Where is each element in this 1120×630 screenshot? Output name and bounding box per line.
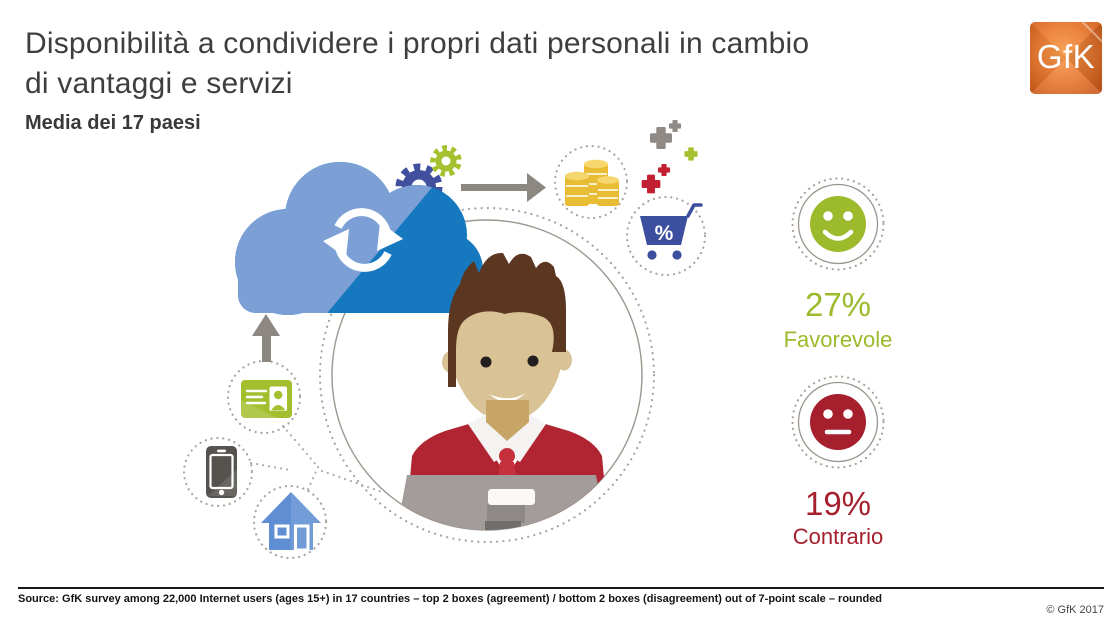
house-icon: [261, 492, 321, 552]
tie-knot: [499, 448, 515, 464]
cloud-icon: [235, 162, 483, 315]
smiley-happy-icon: [791, 177, 885, 271]
id-card-icon: [241, 380, 292, 418]
sync-icon: [323, 208, 403, 272]
title-line-2: di vantaggi e servizi: [25, 67, 293, 100]
shopping-cart-icon: %: [640, 203, 703, 260]
icon-dotted-circles: [182, 144, 707, 560]
copyright: © GfK 2017: [1046, 604, 1104, 616]
plus-signs: [641, 119, 698, 194]
gfk-logo-text: GfK: [1036, 38, 1096, 75]
laptop-icon: [394, 475, 609, 530]
contrary-value: 19%: [804, 485, 872, 522]
right-arrow-icon: [461, 173, 546, 202]
contrary-label: Contrario: [792, 524, 884, 549]
source-note: Source: GfK survey among 22,000 Internet…: [18, 593, 883, 605]
title-line-1: Disponibilità a condividere i propri dat…: [25, 27, 810, 60]
hair: [448, 252, 566, 387]
footer-divider: [18, 587, 1104, 589]
smile: [489, 393, 526, 402]
page-title: Disponibilità a condividere i propri dat…: [25, 24, 965, 104]
favorable-label: Favorevole: [783, 327, 893, 352]
person-dotted-circle: [318, 206, 656, 544]
up-arrow-icon: [252, 314, 280, 362]
face: [451, 295, 563, 421]
person-avatar: [394, 252, 609, 530]
coins-icon: [565, 159, 619, 206]
cart-percent-label: %: [655, 222, 674, 245]
gfk-logo: GfK: [1030, 22, 1102, 94]
smartphone-icon: [206, 446, 237, 498]
smiley-unhappy-icon: [791, 375, 885, 469]
gear-small-icon: [430, 145, 462, 177]
favorable-value: 27%: [804, 286, 872, 323]
subtitle: Media dei 17 paesi: [25, 112, 201, 134]
dotted-connector-lines: [249, 424, 387, 496]
